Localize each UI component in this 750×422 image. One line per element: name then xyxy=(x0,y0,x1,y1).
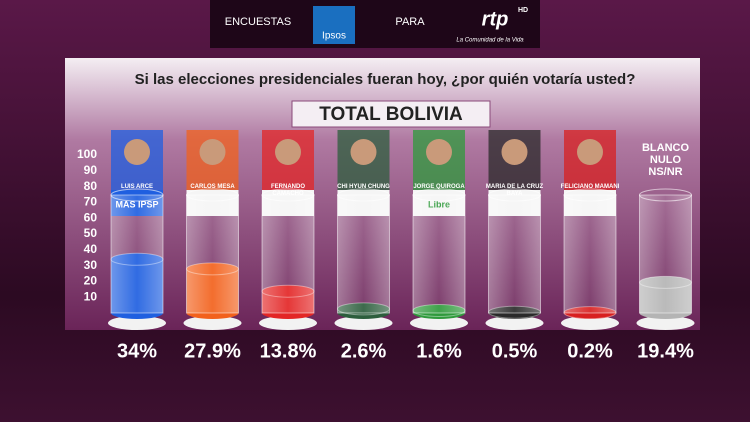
pollster-logo xyxy=(313,6,355,44)
y-tick-label: 50 xyxy=(84,226,98,240)
cylinder-glass xyxy=(337,194,390,314)
channel-name: rtp xyxy=(482,8,509,30)
channel-badge: HD xyxy=(518,7,528,14)
cylinder-rim xyxy=(563,188,617,202)
candidate-head xyxy=(350,139,377,165)
cylinder-base xyxy=(561,316,619,330)
header-left: ENCUESTAS xyxy=(225,16,291,28)
x-tick-label: FELICIANO MAMANI xyxy=(560,184,620,190)
candidate-head xyxy=(426,139,452,165)
cylinder-glass xyxy=(488,194,541,314)
chart-title: Si las elecciones presidenciales fueran … xyxy=(135,71,636,88)
cylinder-base xyxy=(334,316,393,330)
y-tick-label: 80 xyxy=(84,179,98,193)
cylinder-rim xyxy=(337,188,390,202)
value-label: 2.6% xyxy=(341,340,387,362)
value-label: 13.8% xyxy=(260,340,317,362)
cylinder-glass xyxy=(110,194,164,314)
value-label: 19.4% xyxy=(637,340,694,362)
candidate-head xyxy=(275,139,301,165)
cylinder-glass xyxy=(412,194,466,314)
value-label: 34% xyxy=(117,340,157,362)
y-tick-label: 70 xyxy=(84,195,98,209)
cylinder-base xyxy=(485,316,544,330)
y-tick-label: 20 xyxy=(84,274,98,288)
x-tick-label: CHI HYUN CHUNG xyxy=(337,184,390,190)
value-label: 1.6% xyxy=(416,340,462,362)
subtitle-box xyxy=(291,100,491,128)
x-tick-label: MARIA DE LA CRUZ BAYA xyxy=(485,184,544,197)
cylinder-rim xyxy=(412,188,466,202)
y-tick-label: 30 xyxy=(84,258,98,272)
cylinder-glass xyxy=(563,194,617,314)
x-tick-label: LUIS ARCE xyxy=(120,184,154,190)
candidate-head xyxy=(577,139,603,165)
candidate-head xyxy=(124,139,150,165)
x-tick-label: BLANCO NULO NS/NR xyxy=(641,142,690,178)
x-tick-label: JORGE QUIROGA xyxy=(413,184,465,190)
cylinder-base xyxy=(410,316,468,330)
cylinder-rim xyxy=(186,188,239,202)
y-tick-label: 100 xyxy=(77,147,97,161)
cylinder-base xyxy=(108,316,166,330)
candidate-head xyxy=(501,139,528,165)
cylinder-glass xyxy=(261,194,315,314)
y-tick-label: 10 xyxy=(84,289,98,303)
cylinder-rim xyxy=(261,188,315,202)
pollster-name: Ipsos xyxy=(322,31,346,42)
x-tick-label: FERNANDO CAMACHO xyxy=(271,184,305,197)
channel-slogan: La Comunidad de la Vida xyxy=(456,38,524,44)
y-tick-label: 40 xyxy=(84,242,98,256)
header-middle: PARA xyxy=(395,16,425,28)
candidate-head xyxy=(199,139,226,165)
y-tick-label: 90 xyxy=(84,163,98,177)
value-label: 0.2% xyxy=(567,340,613,362)
cylinder-rim xyxy=(110,188,164,202)
value-label: 0.5% xyxy=(492,340,538,362)
header-bar xyxy=(210,0,540,48)
cylinder-base xyxy=(259,316,317,330)
chart-subtitle: TOTAL BOLIVIA xyxy=(319,104,463,125)
x-tick-label: CARLOS MESA xyxy=(190,184,235,190)
y-tick-label: 60 xyxy=(84,210,98,224)
cylinder-base xyxy=(636,316,695,330)
cylinder-rim xyxy=(488,188,541,202)
cylinder-glass xyxy=(639,194,692,314)
cylinder-rim xyxy=(639,188,692,202)
cylinder-glass xyxy=(186,194,239,314)
cylinder-base xyxy=(183,316,242,330)
value-label: 27.9% xyxy=(184,340,241,362)
